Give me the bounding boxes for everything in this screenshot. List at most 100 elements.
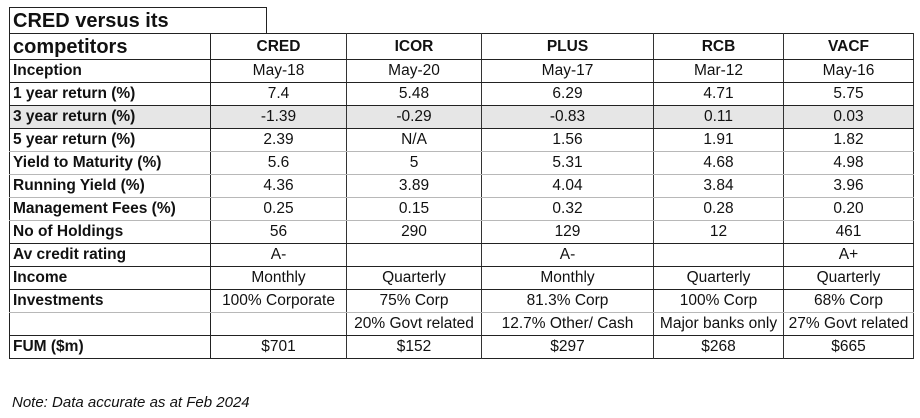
row-label: 5 year return (%) xyxy=(9,128,211,152)
table-cell xyxy=(210,312,347,336)
table-cell: A- xyxy=(210,243,347,267)
table-cell: 461 xyxy=(783,220,914,244)
table-cell: May-16 xyxy=(783,59,914,83)
table-cell: 5.48 xyxy=(346,82,482,106)
table-row: Yield to Maturity (%) 5.6 5 5.31 4.68 4.98 xyxy=(9,151,914,175)
table-row: No of Holdings 56 290 129 12 461 xyxy=(9,220,914,244)
row-label: 3 year return (%) xyxy=(9,105,211,129)
table-cell: 1.56 xyxy=(481,128,654,152)
table-row: FUM ($m) $701 $152 $297 $268 $665 xyxy=(9,335,914,359)
table-cell: 0.20 xyxy=(783,197,914,221)
table-cell: Mar-12 xyxy=(653,59,784,83)
table-cell: 27% Govt related xyxy=(783,312,914,336)
table-cell: 4.98 xyxy=(783,151,914,175)
table-cell: Quarterly xyxy=(653,266,784,290)
table-cell: 0.15 xyxy=(346,197,482,221)
table-row: Running Yield (%) 4.36 3.89 4.04 3.84 3.96 xyxy=(9,174,914,198)
row-label: Inception xyxy=(9,59,211,83)
table-row: Av credit rating A- A- A+ xyxy=(9,243,914,267)
row-label: FUM ($m) xyxy=(9,335,211,359)
table-cell: 4.04 xyxy=(481,174,654,198)
row-label xyxy=(9,312,211,336)
table-cell: N/A xyxy=(346,128,482,152)
row-label: Av credit rating xyxy=(9,243,211,267)
table-cell: 6.29 xyxy=(481,82,654,106)
row-label: No of Holdings xyxy=(9,220,211,244)
table-body: CRED ICOR PLUS RCB VACF Inception May-18 M… xyxy=(9,33,914,359)
table-title: CRED versus its competitors xyxy=(9,7,267,58)
table-cell: 0.03 xyxy=(783,105,914,129)
table-cell: -0.83 xyxy=(481,105,654,129)
table-cell: $665 xyxy=(783,335,914,359)
table-row: Inception May-18 May-20 May-17 Mar-12 May-16 xyxy=(9,59,914,83)
table-cell: 12.7% Other/ Cash xyxy=(481,312,654,336)
table-cell: Major banks only xyxy=(653,312,784,336)
table-cell: 5 xyxy=(346,151,482,175)
table-cell: 5.31 xyxy=(481,151,654,175)
table-cell: 4.68 xyxy=(653,151,784,175)
table-cell: 5.75 xyxy=(783,82,914,106)
table-cell: 4.71 xyxy=(653,82,784,106)
table-cell: -1.39 xyxy=(210,105,347,129)
table-cell: 5.6 xyxy=(210,151,347,175)
table-cell xyxy=(653,243,784,267)
row-label: 1 year return (%) xyxy=(9,82,211,106)
table-cell: 100% Corp xyxy=(653,289,784,313)
footnote: Note: Data accurate as at Feb 2024 xyxy=(12,394,250,411)
column-header: CRED xyxy=(210,33,347,60)
table-cell: 4.36 xyxy=(210,174,347,198)
table-cell: 56 xyxy=(210,220,347,244)
table-cell: Monthly xyxy=(210,266,347,290)
table-cell: $268 xyxy=(653,335,784,359)
table-cell: May-18 xyxy=(210,59,347,83)
table-cell: 3.96 xyxy=(783,174,914,198)
table-cell: 68% Corp xyxy=(783,289,914,313)
table-cell: 75% Corp xyxy=(346,289,482,313)
table-cell: $297 xyxy=(481,335,654,359)
header-corner xyxy=(9,33,211,60)
table-cell: Quarterly xyxy=(783,266,914,290)
column-header: RCB xyxy=(653,33,784,60)
table-cell: 1.82 xyxy=(783,128,914,152)
table-cell: 0.28 xyxy=(653,197,784,221)
table-row: 20% Govt related 12.7% Other/ Cash Major b… xyxy=(9,312,914,336)
row-label: Investments xyxy=(9,289,211,313)
table-cell: 290 xyxy=(346,220,482,244)
table-cell: $152 xyxy=(346,335,482,359)
table-row: 1 year return (%) 7.4 5.48 6.29 4.71 5.75 xyxy=(9,82,914,106)
table-cell: -0.29 xyxy=(346,105,482,129)
table-cell: 2.39 xyxy=(210,128,347,152)
column-header: VACF xyxy=(783,33,914,60)
row-label: Management Fees (%) xyxy=(9,197,211,221)
spreadsheet: CRED versus its competitors CRED ICOR PL… xyxy=(9,7,914,359)
comparison-table: CRED ICOR PLUS RCB VACF Inception May-18 M… xyxy=(9,33,914,359)
table-cell: $701 xyxy=(210,335,347,359)
table-row: Management Fees (%) 0.25 0.15 0.32 0.28 0.20 xyxy=(9,197,914,221)
table-cell: 81.3% Corp xyxy=(481,289,654,313)
table-cell: Monthly xyxy=(481,266,654,290)
table-cell: 12 xyxy=(653,220,784,244)
table-row: 3 year return (%) -1.39 -0.29 -0.83 0.11 0.03 xyxy=(9,105,914,129)
table-row: Investments 100% Corporate 75% Corp 81.3% C… xyxy=(9,289,914,313)
table-cell: 0.32 xyxy=(481,197,654,221)
table-cell: 3.89 xyxy=(346,174,482,198)
table-cell: 100% Corporate xyxy=(210,289,347,313)
table-cell: 129 xyxy=(481,220,654,244)
table-cell: 7.4 xyxy=(210,82,347,106)
row-label: Running Yield (%) xyxy=(9,174,211,198)
table-row: Income Monthly Quarterly Monthly Quarterly Qu… xyxy=(9,266,914,290)
table-cell: May-20 xyxy=(346,59,482,83)
table-cell: A- xyxy=(481,243,654,267)
row-label: Income xyxy=(9,266,211,290)
table-cell: Quarterly xyxy=(346,266,482,290)
column-header: ICOR xyxy=(346,33,482,60)
column-header: PLUS xyxy=(481,33,654,60)
row-label: Yield to Maturity (%) xyxy=(9,151,211,175)
table-cell: 20% Govt related xyxy=(346,312,482,336)
table-cell: A+ xyxy=(783,243,914,267)
table-cell: May-17 xyxy=(481,59,654,83)
table-cell: 1.91 xyxy=(653,128,784,152)
table-cell: 3.84 xyxy=(653,174,784,198)
table-row: 5 year return (%) 2.39 N/A 1.56 1.91 1.82 xyxy=(9,128,914,152)
table-cell: 0.11 xyxy=(653,105,784,129)
